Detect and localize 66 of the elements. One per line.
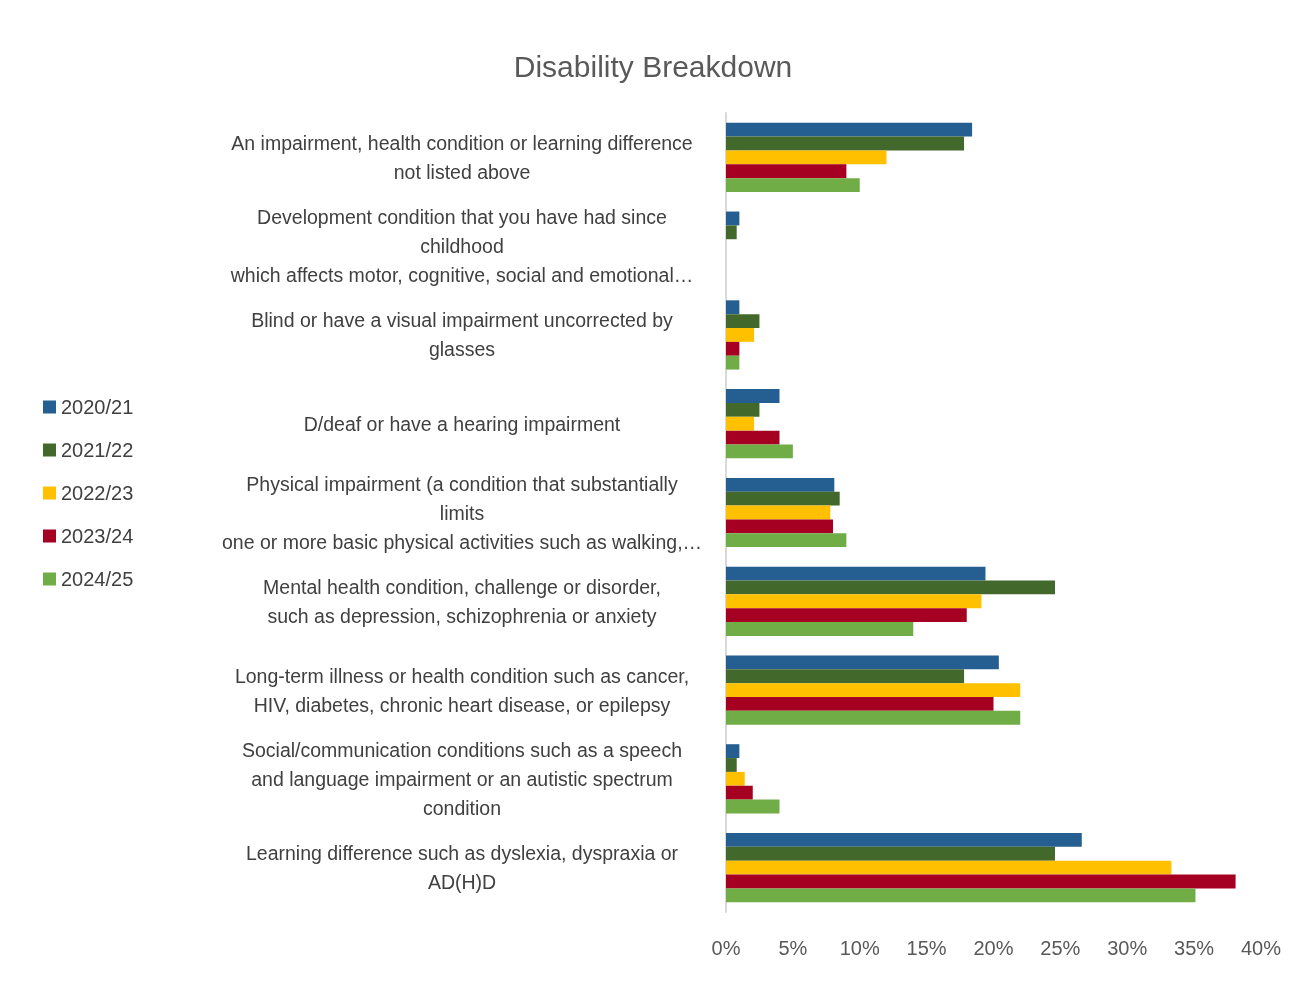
bar: [726, 696, 994, 711]
bar: [726, 683, 1021, 697]
bar: [726, 164, 847, 179]
bar: [726, 389, 780, 403]
y-tick-label: An impairment, health condition or learning difference not listed above: [231, 131, 693, 183]
x-tick-label: 5%: [778, 937, 808, 959]
chart-title: Disability Breakdown: [513, 49, 793, 83]
legend-label: 2022/23: [61, 482, 134, 504]
bar: [726, 341, 740, 356]
bar: [726, 519, 833, 534]
bar: [726, 669, 965, 684]
bar: [726, 744, 740, 759]
y-tick-label: Learning difference such as dyslexia, dyspraxia or AD(H)D: [245, 842, 679, 894]
bar: [726, 178, 860, 193]
y-tick-label: Blind or have a visual impairment uncorrected by glasses: [251, 309, 674, 361]
bar: [726, 328, 755, 342]
bar: [726, 860, 1172, 875]
legend-label: 2020/21: [61, 396, 134, 418]
bar: [726, 785, 753, 800]
x-tick-label: 35%: [1174, 937, 1215, 959]
bar: [726, 874, 1236, 889]
x-tick-label: 30%: [1107, 937, 1148, 959]
y-tick-label: Development condition that you have had since childhood which affects motor, cognitive, social and emotional…: [229, 206, 694, 287]
bar: [726, 416, 755, 431]
bar: [726, 758, 737, 772]
x-tick-label: 0%: [711, 937, 741, 959]
y-tick-label: D/deaf or have a hearing impairment: [303, 412, 621, 435]
x-tick-label: 25%: [1040, 937, 1081, 959]
bar: [726, 225, 737, 240]
bar: [726, 477, 835, 492]
legend-label: 2023/24: [61, 525, 134, 547]
bar: [726, 594, 982, 609]
bar: [726, 608, 967, 623]
x-tick-label: 10%: [839, 937, 880, 959]
x-tick-label: 40%: [1240, 937, 1282, 959]
bar: [726, 710, 1021, 725]
y-tick-label: Social/communication conditions such as a speech and language impairment or an autistic spectrum condition: [241, 738, 683, 819]
bar: [726, 136, 965, 151]
x-tick-label: 20%: [973, 937, 1014, 959]
legend-label: 2024/25: [61, 568, 134, 590]
bar: [726, 771, 745, 786]
bar: [726, 799, 780, 814]
y-tick-label: Mental health condition, challenge or disorder, such as depression, schizophrenia or anxiety: [263, 575, 661, 627]
bar: [726, 491, 840, 506]
bar: [726, 580, 1056, 595]
bar: [726, 402, 760, 417]
legend-label: 2021/22: [61, 439, 134, 461]
bar: [726, 314, 760, 329]
bar: [726, 355, 740, 370]
bar: [726, 211, 740, 226]
bar: [726, 150, 887, 165]
bar: [726, 444, 793, 459]
bar: [726, 300, 740, 315]
bar: [726, 832, 1082, 847]
bar: [726, 533, 847, 548]
bar: [726, 888, 1196, 903]
bar: [726, 505, 831, 520]
y-tick-label: Long-term illness or health condition such as cancer, HIV, diabetes, chronic heart disease, or epilepsy: [234, 664, 690, 716]
bar: [726, 122, 973, 137]
bar: [726, 655, 999, 670]
bar: [726, 622, 914, 636]
bar: [726, 566, 986, 581]
bar: [726, 430, 780, 445]
x-tick-label: 15%: [906, 937, 947, 959]
bar: [726, 846, 1056, 861]
y-tick-label: Physical impairment (a condition that substantially limits one or more basic physical activities such as walking,…: [221, 472, 703, 553]
